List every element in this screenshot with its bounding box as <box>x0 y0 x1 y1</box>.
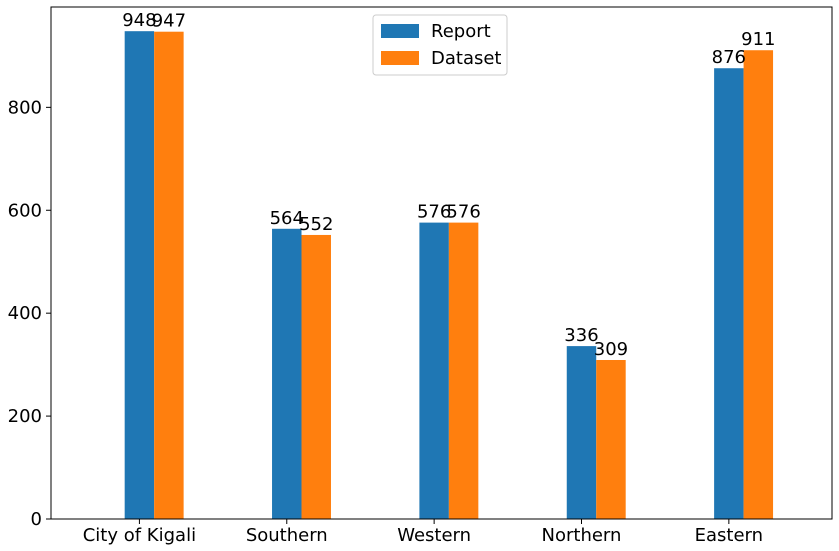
bar-report-0 <box>124 31 155 519</box>
x-tick-label: Northern <box>542 525 622 546</box>
x-tick-label: Western <box>397 525 471 546</box>
plot-area-frame <box>50 6 833 520</box>
data-label-dataset-0: 947 <box>152 11 186 32</box>
data-label-report-4: 876 <box>712 47 746 68</box>
x-tick-label: Southern <box>246 525 328 546</box>
data-label-dataset-3: 309 <box>594 339 628 360</box>
data-label-dataset-4: 911 <box>741 29 775 50</box>
data-label-dataset-2: 576 <box>446 202 480 223</box>
y-tick-label: 200 <box>8 406 42 427</box>
x-axis: City of Kigali Southern Western Northern Eas… <box>83 519 763 546</box>
legend-label-dataset: Dataset <box>431 48 502 69</box>
bars-group <box>124 31 774 520</box>
data-labels-group: 948 564 576 336 876 947 552 576 309 911 <box>122 10 775 360</box>
bar-dataset-4 <box>743 50 774 519</box>
y-tick-label: 600 <box>8 200 42 221</box>
legend-label-report: Report <box>431 21 491 42</box>
bar-dataset-3 <box>596 359 626 519</box>
y-tick-label: 800 <box>8 97 42 118</box>
data-label-report-2: 576 <box>417 202 451 223</box>
data-label-dataset-1: 552 <box>299 214 333 235</box>
x-tick-label: City of Kigali <box>83 525 196 546</box>
legend-swatch-report <box>381 24 419 38</box>
y-tick-label: 0 <box>31 509 42 530</box>
y-axis: 0 200 400 600 800 <box>8 97 51 530</box>
bar-dataset-2 <box>448 222 479 520</box>
legend-swatch-dataset <box>381 51 419 65</box>
data-label-report-3: 336 <box>564 325 598 346</box>
bar-dataset-0 <box>154 31 184 520</box>
x-tick-label: Eastern <box>695 525 763 546</box>
bar-report-2 <box>419 222 449 520</box>
data-label-report-0: 948 <box>122 10 156 31</box>
data-label-report-1: 564 <box>270 208 304 229</box>
bar-report-3 <box>566 346 597 519</box>
bar-report-4 <box>714 68 744 520</box>
bar-report-1 <box>272 228 302 520</box>
legend: Report Dataset <box>372 14 508 76</box>
bar-dataset-1 <box>301 234 331 519</box>
y-tick-label: 400 <box>8 303 42 324</box>
